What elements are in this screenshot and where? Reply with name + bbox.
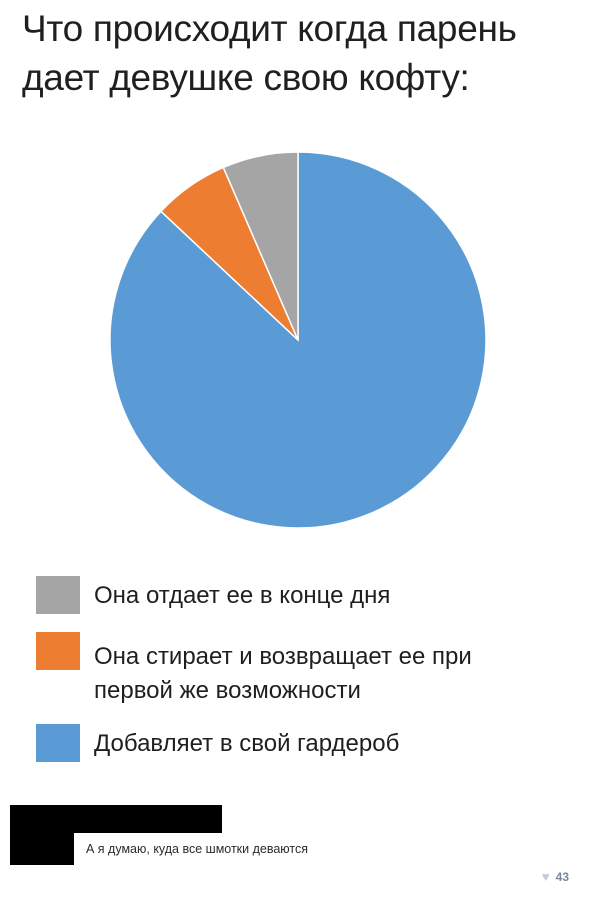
legend-swatch-blue bbox=[36, 724, 80, 762]
heart-icon: ♥ bbox=[541, 869, 550, 884]
pie-slice-gray bbox=[222, 151, 299, 341]
legend-label-gray: Она отдает ее в конце дня bbox=[94, 582, 391, 609]
redacted-avatar bbox=[10, 805, 74, 865]
chart-title-line-1: Что происходит когда парень bbox=[22, 8, 517, 49]
legend-swatch-gray bbox=[36, 576, 80, 614]
comment-text: А я думаю, куда все шмотки деваются bbox=[86, 842, 309, 856]
chart-title-line-2: дает девушке свою кофту: bbox=[22, 57, 470, 98]
chart-title: Что происходит когда парень дает девушке… bbox=[22, 4, 592, 102]
legend-label-blue: Добавляет в свой гардероб bbox=[94, 730, 400, 757]
like-button[interactable]: ♥ 43 bbox=[542, 869, 569, 884]
comment-block: А я думаю, куда все шмотки деваются ♥ 43 bbox=[0, 805, 597, 899]
legend-label-orange: Она стирает и возвращает ее при первой ж… bbox=[94, 643, 472, 704]
like-count: 43 bbox=[555, 870, 569, 884]
pie-chart bbox=[109, 151, 487, 529]
legend-swatch-orange bbox=[36, 632, 80, 670]
